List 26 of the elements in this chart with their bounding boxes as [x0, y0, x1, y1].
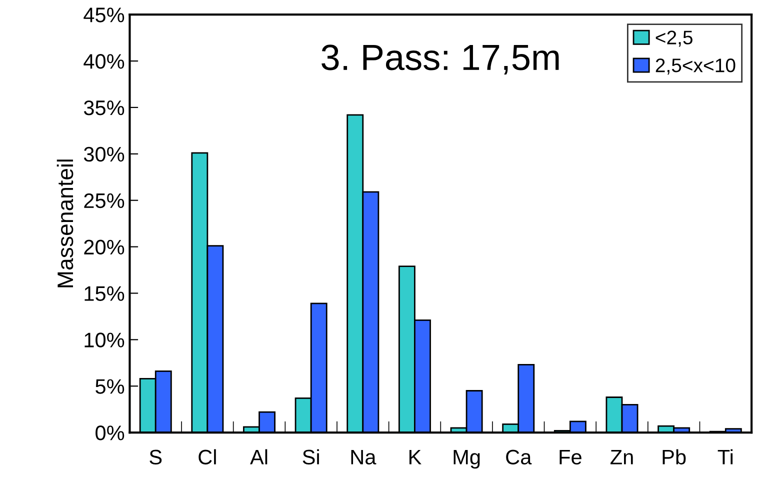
x-tick-label: Si	[302, 449, 319, 465]
y-tick-label: 25%	[84, 193, 124, 208]
legend-label: <2,5	[656, 30, 692, 47]
y-tick-label: 30%	[84, 146, 124, 162]
x-tick-label: Ca	[506, 450, 532, 465]
x-tick-label: Al	[250, 449, 268, 464]
x-tick-label: Mg	[454, 450, 480, 469]
y-tick-label: 20%	[84, 240, 124, 255]
y-axis-title: Massenanteil	[56, 160, 74, 288]
x-tick-label: Fe	[560, 450, 582, 465]
y-tick-label: 15%	[84, 286, 124, 301]
x-tick-label: Zn	[610, 450, 633, 464]
x-tick-label: Ti	[718, 449, 733, 464]
text: 3. Pass: 17,5m	[322, 44, 559, 75]
x-tick-label: S	[150, 450, 162, 465]
x-tick-label: Cl	[198, 449, 216, 465]
x-tick-label: Pb	[662, 449, 686, 465]
y-tick-label: 40%	[84, 54, 124, 69]
y-tick-label: 5%	[96, 379, 124, 394]
y-tick-label: 10%	[84, 332, 124, 348]
legend-label: 2,5<x<10	[656, 58, 736, 75]
x-tick-label: K	[409, 450, 422, 464]
y-tick-label: 0%	[96, 426, 124, 440]
y-tick-label: 45%	[84, 8, 124, 22]
x-tick-label: Na	[351, 450, 376, 465]
y-tick-label: 35%	[84, 100, 124, 116]
